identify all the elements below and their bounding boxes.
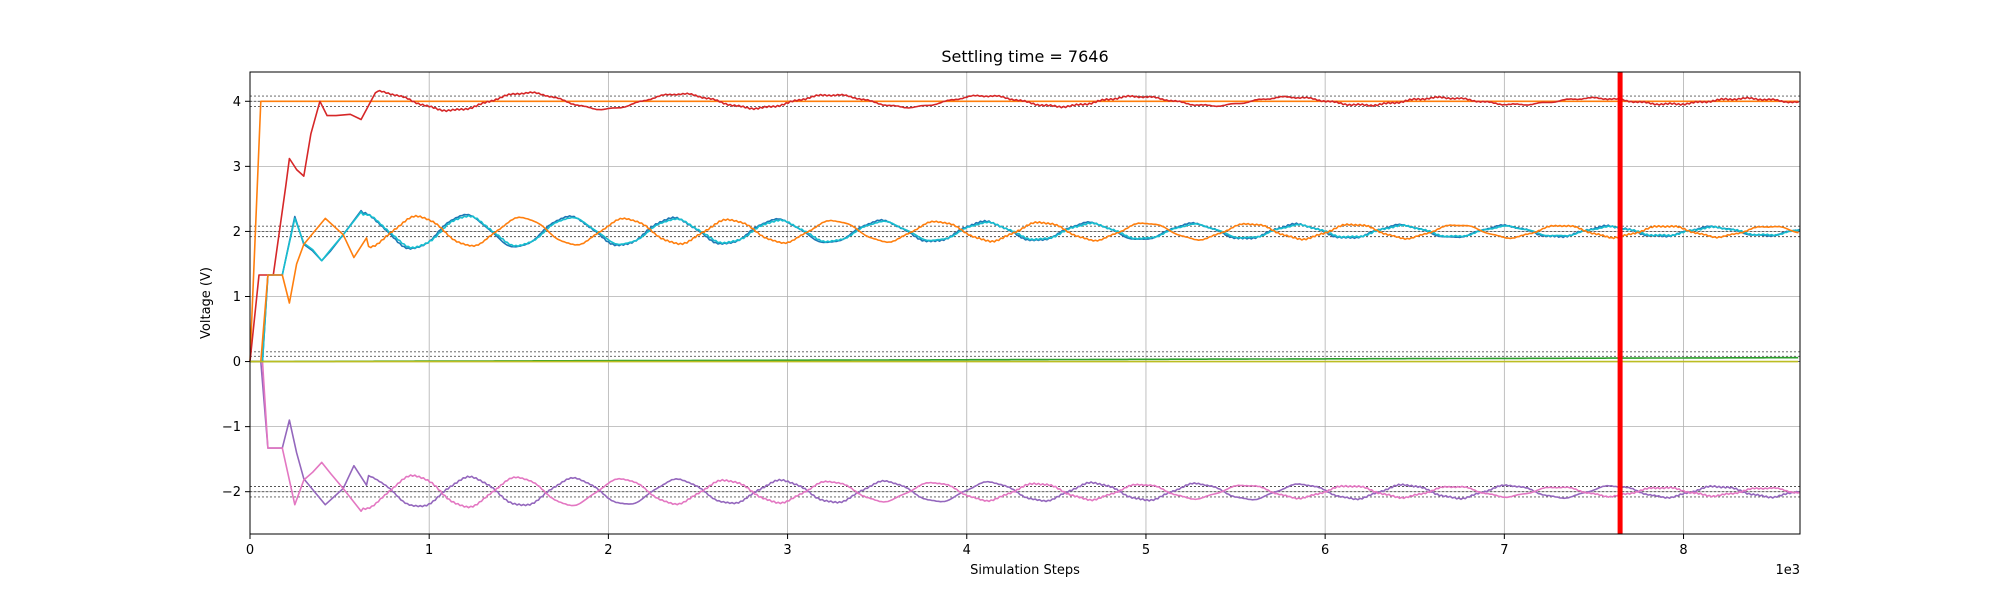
- x-axis-offset-label: 1e3: [1775, 563, 1800, 578]
- y-tick-label-5: 3: [233, 160, 241, 175]
- x-tick-label-8: 8: [1679, 543, 1687, 558]
- x-tick-label-2: 2: [604, 543, 612, 558]
- chart-title: Settling time = 7646: [941, 47, 1108, 66]
- series-line-4: [250, 214, 1799, 363]
- series-line-5: [250, 360, 1799, 508]
- y-tick-label-2: 0: [233, 355, 241, 370]
- series-line-1: [249, 89, 1800, 362]
- x-tick-label-6: 6: [1321, 543, 1329, 558]
- y-tick-label-4: 2: [233, 225, 241, 240]
- y-tick-label-1: −1: [222, 420, 241, 435]
- y-tick-label-0: −2: [222, 485, 241, 500]
- axes-frame: [249, 71, 1801, 535]
- x-tick-label-3: 3: [783, 543, 791, 558]
- x-tick-label-4: 4: [963, 543, 971, 558]
- y-tick-label-6: 4: [233, 95, 241, 110]
- series-line-3: [250, 211, 1800, 363]
- x-tick-label-5: 5: [1142, 543, 1150, 558]
- series-line-6: [250, 360, 1800, 512]
- series-lines: [249, 89, 1800, 512]
- x-tick-label-7: 7: [1500, 543, 1508, 558]
- ticks: 0 1 2 3 4 5 6 7 8 −2 −1 0 1 2 3 4: [222, 95, 1688, 558]
- x-axis-label: Simulation Steps: [970, 563, 1080, 578]
- y-tick-label-3: 1: [233, 290, 241, 305]
- x-tick-label-1: 1: [425, 543, 433, 558]
- y-axis-label: Voltage (V): [199, 267, 214, 339]
- x-tick-label-0: 0: [246, 543, 254, 558]
